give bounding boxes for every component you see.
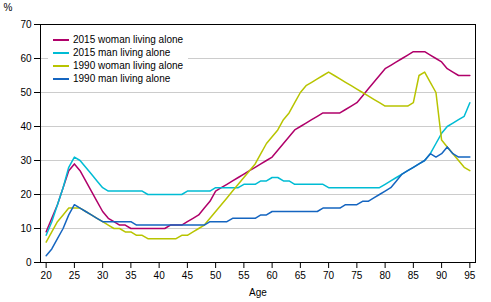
svg-text:0: 0: [26, 257, 32, 268]
svg-text:40: 40: [20, 121, 32, 132]
svg-text:30: 30: [20, 155, 32, 166]
svg-text:40: 40: [154, 270, 166, 281]
html-text:2015 woman living alone: 2015 woman living alone: [73, 34, 184, 45]
svg-text:%: %: [4, 2, 13, 13]
svg-text:90: 90: [436, 270, 448, 281]
svg-text:20: 20: [20, 189, 32, 200]
svg-text:25: 25: [69, 270, 81, 281]
svg-text:55: 55: [238, 270, 250, 281]
html-text:2015 man living alone: 2015 man living alone: [73, 47, 171, 58]
svg-text:35: 35: [125, 270, 137, 281]
svg-text:10: 10: [20, 223, 32, 234]
html-text:1990 woman living alone: 1990 woman living alone: [73, 60, 184, 71]
svg-text:45: 45: [182, 270, 194, 281]
svg-text:80: 80: [380, 270, 392, 281]
svg-text:60: 60: [20, 53, 32, 64]
svg-text:Age: Age: [249, 287, 267, 298]
svg-text:65: 65: [295, 270, 307, 281]
svg-text:70: 70: [20, 19, 32, 30]
svg-text:60: 60: [267, 270, 279, 281]
svg-text:85: 85: [408, 270, 420, 281]
html-text:1990 man living alone: 1990 man living alone: [73, 73, 171, 84]
svg-text:95: 95: [464, 270, 476, 281]
svg-text:30: 30: [97, 270, 109, 281]
svg-text:75: 75: [351, 270, 363, 281]
svg-text:50: 50: [210, 270, 222, 281]
svg-text:50: 50: [20, 87, 32, 98]
svg-text:20: 20: [41, 270, 53, 281]
svg-text:70: 70: [323, 270, 335, 281]
